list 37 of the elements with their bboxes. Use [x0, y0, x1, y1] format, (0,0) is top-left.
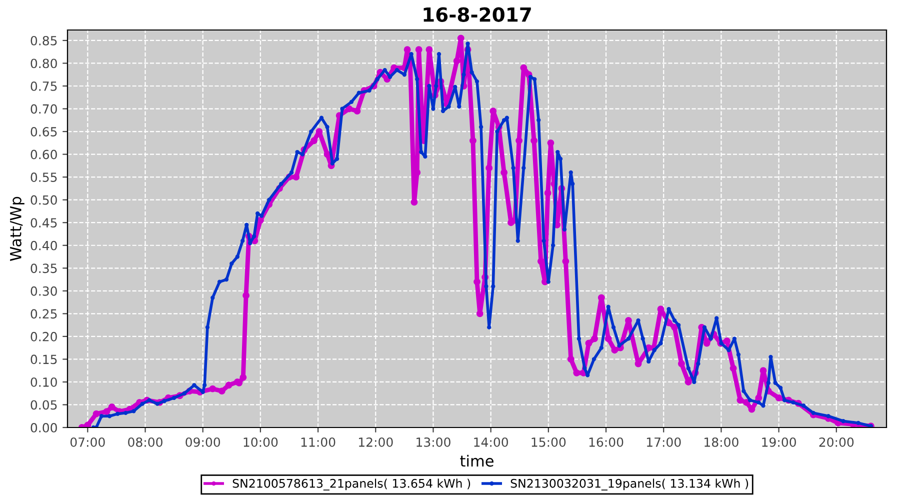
chart-title: 16-8-2017 — [424, 7, 531, 22]
y-tick-label: 0.05 — [30, 400, 57, 410]
x-tick-label: 10:00 — [244, 437, 278, 447]
x-tick-label: 11:00 — [301, 437, 336, 447]
y-tick-label: 0.70 — [30, 104, 57, 114]
y-tick-label: 0.80 — [30, 58, 57, 68]
y-tick-label: 0.20 — [30, 332, 57, 342]
x-tick-label: 09:00 — [186, 437, 220, 447]
x-tick-label: 18:00 — [704, 437, 738, 447]
x-tick-label: 19:00 — [762, 437, 796, 447]
y-tick-label: 0.55 — [30, 172, 57, 182]
x-axis-title: time — [460, 454, 494, 467]
x-tick-label: 15:00 — [532, 437, 566, 447]
y-tick-label: 0.30 — [30, 286, 57, 296]
x-tick-label: 08:00 — [128, 437, 162, 447]
legend-label: SN2130032031_19panels( 13.134 kWh ) — [510, 478, 748, 490]
y-tick-label: 0.75 — [30, 81, 57, 91]
y-tick-label: 0.15 — [30, 354, 57, 364]
x-tick-label: 17:00 — [646, 437, 681, 447]
x-tick-label: 14:00 — [474, 437, 508, 447]
x-tick-label: 16:00 — [589, 437, 624, 447]
x-tick-label: 12:00 — [358, 437, 393, 447]
y-tick-label: 0.60 — [30, 150, 57, 160]
y-axis-title: Watt/Wp — [10, 196, 24, 261]
y-tick-label: 0.50 — [30, 195, 57, 205]
legend-label: SN2100578613_21panels( 13.654 kWh ) — [232, 478, 470, 490]
y-tick-label: 0.65 — [30, 127, 57, 136]
x-tick-label: 20:00 — [819, 437, 854, 447]
x-tick-label: 13:00 — [416, 437, 450, 447]
y-tick-label: 0.35 — [30, 264, 57, 274]
y-tick-label: 0.10 — [30, 377, 57, 387]
y-tick-label: 0.45 — [30, 218, 57, 228]
y-tick-label: 0.40 — [30, 240, 57, 250]
x-tick-label: 07:00 — [70, 437, 105, 447]
y-tick-label: 0.85 — [30, 36, 57, 46]
y-tick-label: 0.25 — [30, 309, 57, 319]
y-tick-label: 0.00 — [30, 422, 57, 432]
